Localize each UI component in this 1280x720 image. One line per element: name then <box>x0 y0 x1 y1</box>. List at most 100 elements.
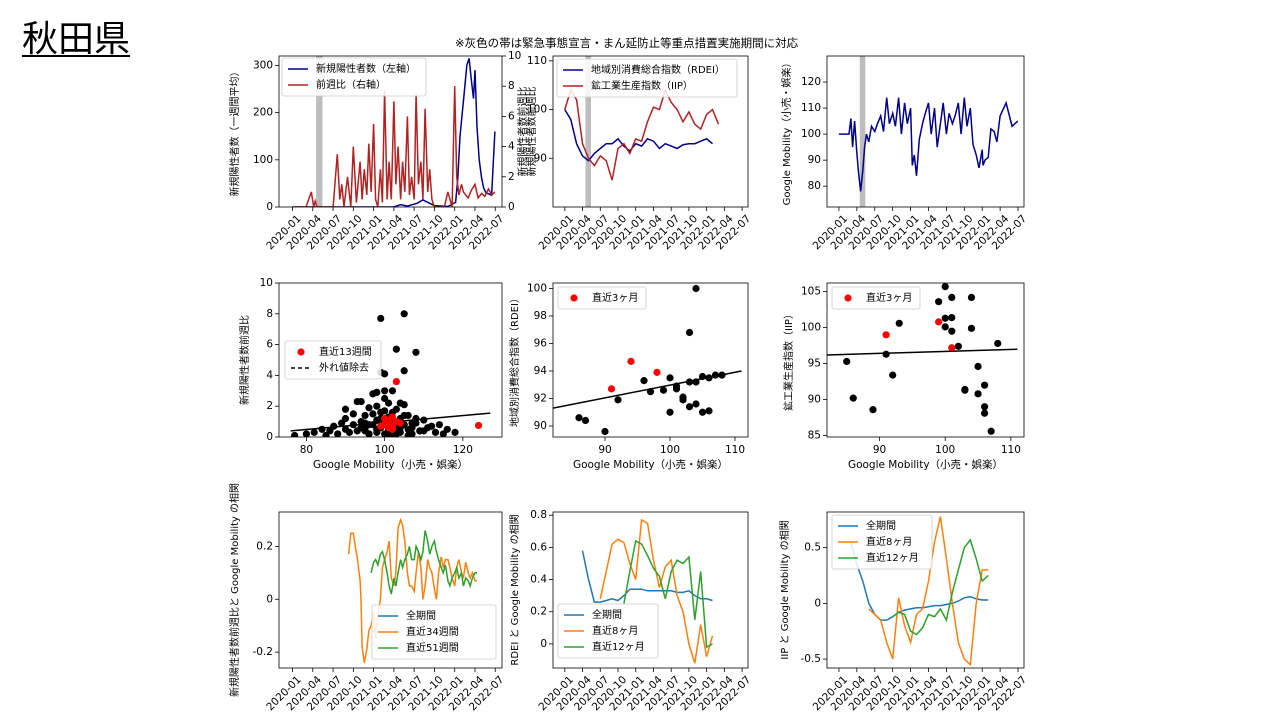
recent-point <box>882 331 890 339</box>
y-tick-label: 100 <box>801 322 821 334</box>
y-tick-label: 0 <box>814 597 821 609</box>
y2-tick-label: 4 <box>508 141 515 153</box>
y-tick-label: 90 <box>808 154 821 166</box>
y-axis-label: 新規陽性者数前週比と Google Mobility の相関 <box>228 483 241 697</box>
scatter-point <box>889 371 897 379</box>
axes-frame <box>826 511 1025 669</box>
y2-tick-label: 10 <box>508 50 521 62</box>
emergency-period-band <box>859 56 866 207</box>
scatter-point <box>981 409 989 417</box>
emergency-period-band <box>585 56 591 207</box>
y-tick-label: 0.4 <box>530 574 547 586</box>
scatter-point <box>416 427 424 435</box>
scatter-point <box>967 293 976 301</box>
scatter-point <box>361 427 369 435</box>
series-line-0 <box>292 58 496 207</box>
y-tick-label: 6 <box>266 339 273 351</box>
y-axis-label: IIP と Google Mobility の相関 <box>778 520 791 659</box>
legend-label: 鉱工業生産指数（IIP） <box>591 79 693 92</box>
scatter-point <box>412 348 420 356</box>
y-tick-label: 94 <box>534 365 548 377</box>
axes-frame <box>826 282 1025 438</box>
legend-box <box>557 286 647 310</box>
y-axis-label: 新規陽性者数前週比 <box>238 315 251 405</box>
scatter-point <box>392 345 400 353</box>
legend-label: 直近3ヶ月 <box>592 291 638 304</box>
scatter-point <box>614 396 622 404</box>
x-axis-label: Google Mobility（小売・娯楽） <box>573 458 728 471</box>
recent-point <box>653 368 661 376</box>
scatter-point <box>400 367 408 375</box>
y-tick-label: 100 <box>527 104 547 116</box>
scatter-point <box>404 431 412 437</box>
legend-label: 新規陽性者数（左軸） <box>316 62 416 75</box>
plot-area <box>827 283 1018 435</box>
recent-point <box>607 385 616 393</box>
scatter-point <box>334 430 342 437</box>
recent-point <box>388 425 397 433</box>
x-tick-label: 120 <box>453 444 473 456</box>
y-tick-label: 98 <box>534 310 547 322</box>
scatter-point <box>330 422 338 430</box>
legend-box <box>281 57 427 97</box>
y-tick-label: 90 <box>534 152 547 164</box>
y-tick-label: 300 <box>253 59 273 71</box>
y-axis-label: 鉱工業生産指数（IIP） <box>782 309 795 411</box>
legend-box <box>831 286 921 310</box>
legend-label: 地域別消費総合指数（RDEI） <box>591 63 725 76</box>
legend-label: 直近12ヶ月 <box>592 640 645 653</box>
y-axis-label: 新規陽性者数（一週間平均） <box>228 67 241 197</box>
shading-note: ※灰色の帯は緊急事態宣言・まん延防止等重点措置実施期間に対応 <box>455 36 799 50</box>
legend-label: 前週比（右軸） <box>316 78 386 91</box>
scatter-point <box>981 403 989 411</box>
y-tick-label: 0.5 <box>804 542 821 554</box>
x-tick-label: 110 <box>725 444 745 456</box>
scatter-point <box>698 408 707 416</box>
recent-point <box>396 419 404 427</box>
scatter-point <box>981 381 989 389</box>
chart-scatter_ratio_mobility: 0 2 4 6 8 10 80 100 120 新規陽性者数前週比 Google Mobility（… <box>238 277 503 471</box>
regression-line <box>553 370 742 409</box>
scatter-point <box>685 403 694 411</box>
x-axis-label: Google Mobility（小売・娯楽） <box>313 458 468 471</box>
y-tick-label: 10 <box>260 277 273 289</box>
legend-box <box>371 604 497 660</box>
scatter-point <box>400 310 408 318</box>
scatter-point <box>381 387 389 395</box>
y-tick-label: 92 <box>534 393 547 405</box>
scatter-point <box>353 397 361 406</box>
scatter-point <box>384 399 393 407</box>
scatter-point <box>692 400 700 408</box>
recent-point <box>948 344 956 352</box>
y-tick-label: 0 <box>266 201 273 213</box>
y-tick-label: 100 <box>527 283 547 295</box>
chart-scatter_iip_mobility: 85 90 95 100 105 90 100 110 鉱工業生産指数（IIP） Google M… <box>782 282 1025 471</box>
scatter-point <box>994 339 1002 348</box>
legend-label: 直近8ヶ月 <box>592 624 638 637</box>
scatter-point <box>679 393 687 401</box>
scatter-point <box>435 421 444 429</box>
y-tick-label: 95 <box>808 358 821 370</box>
y2-axis-label: 新規陽性者数前週比 <box>525 87 538 177</box>
scatter-point <box>420 416 428 424</box>
legend-label: 全期間 <box>866 519 896 532</box>
chart-rdei_iip: 901001102020-012020-042020-072020-102021… <box>516 55 753 252</box>
legend-marker <box>297 348 305 356</box>
scatter-point <box>377 314 385 323</box>
scatter-point <box>400 411 408 420</box>
y-tick-label: 110 <box>527 55 547 67</box>
y-tick-label: 0 <box>266 431 273 443</box>
scatter-point <box>427 422 436 430</box>
y-axis-label: 新規陽性者数前週比 <box>516 87 529 177</box>
series-line-1 <box>564 88 720 181</box>
axes-frame <box>278 282 503 438</box>
scatter-point <box>408 419 416 427</box>
series-line-2 <box>623 539 713 649</box>
scatter-point <box>974 390 982 398</box>
scatter-point <box>575 414 583 422</box>
scatter-point <box>302 430 310 437</box>
scatter-point <box>388 387 397 395</box>
legend-marker <box>844 294 852 302</box>
scatter-point <box>941 283 949 291</box>
